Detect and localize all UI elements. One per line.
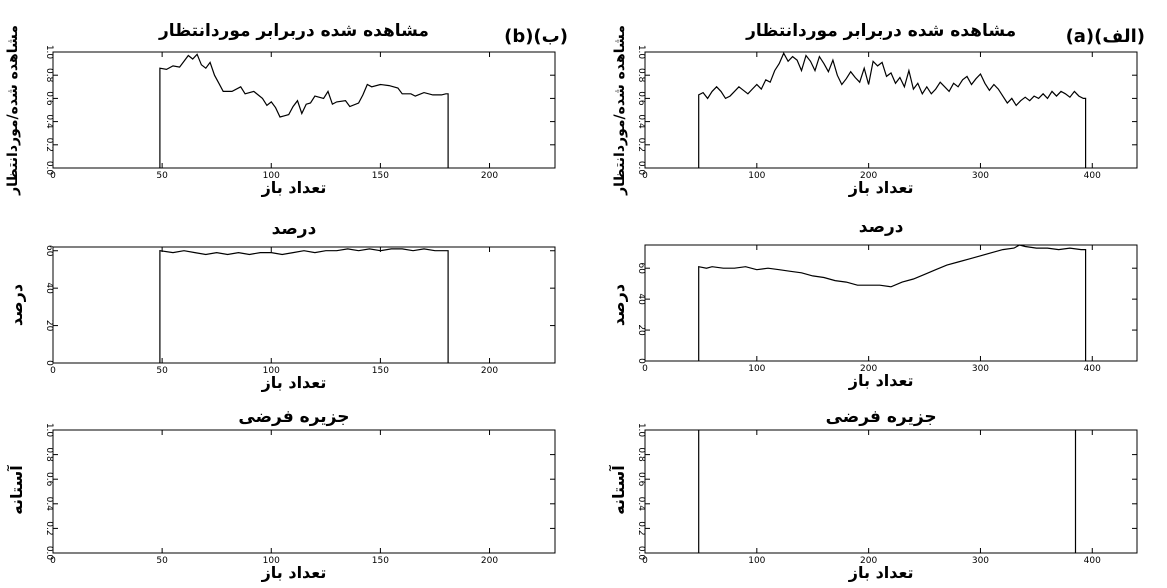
y-tick-label: 1.0 [636, 45, 646, 60]
x-tick-label: 0 [50, 366, 56, 376]
y-tick-label: 0.6 [44, 91, 54, 106]
x-tick-label: 200 [860, 171, 877, 181]
plot-frame [52, 246, 556, 364]
x-tick-label: 300 [972, 171, 989, 181]
y-tick-label: 0.4 [636, 114, 646, 129]
y-tick-label: 60 [44, 245, 54, 257]
y-tick-label: 1.0 [44, 423, 54, 438]
x-tick-label: 400 [1084, 364, 1101, 374]
x-tick-label: 400 [1084, 556, 1101, 566]
y-tick-label: 0.8 [636, 68, 646, 83]
x-tick-label: 200 [481, 366, 498, 376]
y-tick-label: 1.0 [636, 423, 646, 438]
x-tick-label: 50 [156, 366, 168, 376]
x-tick-label: 150 [372, 171, 389, 181]
plot-title: مشاهده شده دربرابر موردانتظار [158, 21, 429, 41]
x-tick-label: 100 [748, 171, 765, 181]
x-tick-label: 100 [748, 556, 765, 566]
x-tick-label: 200 [481, 556, 498, 566]
y-tick-label: 0.2 [636, 138, 646, 152]
x-axis-label: تعداد باز [261, 178, 327, 197]
x-tick-label: 100 [263, 556, 280, 566]
x-tick-label: 150 [372, 556, 389, 566]
x-tick-label: 0 [642, 171, 648, 181]
y-tick-label: 20 [636, 324, 646, 336]
plot-frame [644, 244, 1138, 362]
plot-frame [644, 51, 1138, 169]
x-tick-label: 200 [860, 364, 877, 374]
y-tick-label: 0.4 [636, 497, 646, 512]
x-tick-label: 100 [263, 171, 280, 181]
x-tick-label: 50 [156, 556, 168, 566]
x-tick-label: 0 [642, 556, 648, 566]
y-tick-label: 0.8 [44, 447, 54, 462]
y-tick-label: 0 [636, 358, 646, 364]
y-tick-label: 0.2 [636, 521, 646, 535]
y-axis-label: مشاهده شده/موردانتظار [5, 25, 21, 196]
y-tick-label: 0.0 [44, 161, 54, 176]
y-tick-label: 1.0 [44, 45, 54, 60]
y-tick-label: 0.6 [44, 472, 54, 487]
y-tick-label: 0.2 [44, 138, 54, 152]
x-tick-label: 150 [372, 366, 389, 376]
panel-label: (b)(ب) [504, 26, 568, 47]
y-axis-label: مشاهده شده/موردانتظار [612, 25, 628, 196]
x-tick-label: 50 [156, 171, 168, 181]
x-axis-label: تعداد باز [261, 373, 327, 392]
y-tick-label: 0 [44, 360, 54, 366]
x-axis-label: تعداد باز [848, 178, 914, 197]
x-axis-label: تعداد باز [848, 371, 914, 390]
y-tick-label: 0.6 [636, 91, 646, 106]
y-tick-label: 0.0 [636, 161, 646, 176]
y-tick-label: 60 [636, 262, 646, 274]
y-tick-label: 0.4 [44, 497, 54, 512]
data-series-line [159, 53, 449, 168]
y-tick-label: 0.8 [44, 68, 54, 83]
panel-label: (a)(الف) [1066, 26, 1145, 47]
y-axis-label: آستانه [6, 465, 26, 515]
x-tick-label: 200 [481, 171, 498, 181]
y-tick-label: 0.6 [636, 472, 646, 487]
plot-title: جزیره فرضی [826, 407, 937, 427]
x-tick-label: 0 [50, 556, 56, 566]
y-axis-label: درصد [609, 284, 628, 326]
x-tick-label: 0 [642, 364, 648, 374]
x-tick-label: 300 [972, 556, 989, 566]
x-tick-label: 200 [860, 556, 877, 566]
y-tick-label: 0.4 [44, 114, 54, 129]
y-tick-label: 0.2 [44, 521, 54, 535]
y-tick-label: 0.8 [636, 447, 646, 462]
plot-frame [52, 429, 556, 554]
plot-frame [52, 51, 556, 169]
x-tick-label: 0 [50, 171, 56, 181]
plot-title: درصد [859, 217, 904, 237]
y-tick-label: 40 [636, 293, 646, 305]
plot-frame [644, 429, 1138, 554]
y-tick-label: 0.0 [636, 546, 646, 561]
x-tick-label: 400 [1084, 171, 1101, 181]
y-tick-label: 40 [44, 282, 54, 294]
x-tick-label: 100 [263, 366, 280, 376]
x-axis-label: تعداد باز [261, 563, 327, 582]
plot-title: درصد [272, 219, 317, 239]
data-series-line [698, 244, 1087, 361]
x-tick-label: 300 [972, 364, 989, 374]
y-tick-label: 0.0 [44, 546, 54, 561]
x-axis-label: تعداد باز [848, 563, 914, 582]
data-series-line [698, 51, 1087, 168]
x-tick-label: 100 [748, 364, 765, 374]
y-tick-label: 20 [44, 320, 54, 332]
plot-title: جزیره فرضی [238, 407, 349, 427]
plot-title: مشاهده شده دربرابر موردانتظار [745, 21, 1016, 41]
data-series-line [159, 248, 449, 363]
y-axis-label: درصد [7, 284, 26, 326]
y-axis-label: آستانه [608, 465, 628, 515]
